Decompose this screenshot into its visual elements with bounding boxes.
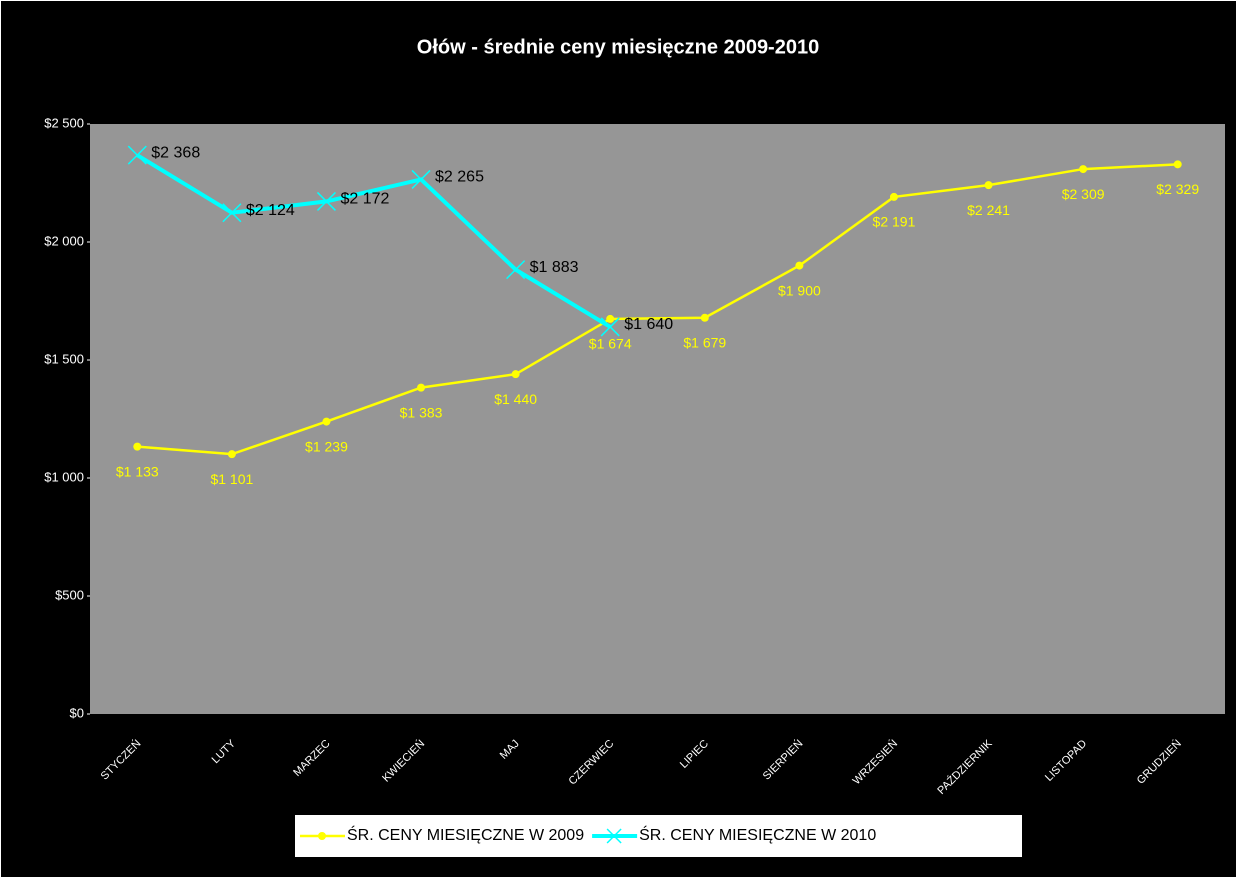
data-label: $1 383	[400, 404, 443, 420]
data-label: $2 368	[151, 144, 200, 161]
marker	[606, 314, 615, 323]
marker	[889, 192, 898, 201]
marker	[227, 450, 236, 459]
legend-label: ŚR. CENY MIESIĘCZNE W 2010	[639, 825, 876, 844]
marker	[984, 181, 993, 190]
legend-marker	[318, 832, 326, 840]
marker	[133, 442, 142, 451]
data-label: $2 172	[340, 191, 389, 208]
data-label: $1 640	[624, 316, 673, 333]
y-tick-label: $2 500	[44, 115, 84, 130]
data-label: $1 239	[305, 438, 348, 454]
data-label: $2 241	[967, 202, 1010, 218]
y-tick-label: $500	[55, 587, 84, 602]
plot-area	[90, 124, 1225, 714]
data-label: $1 101	[210, 471, 253, 487]
y-tick-label: $1 000	[44, 469, 84, 484]
data-label: $2 265	[435, 169, 484, 186]
marker	[600, 317, 620, 337]
legend	[295, 815, 1022, 857]
marker	[411, 169, 431, 189]
y-tick-label: $0	[70, 705, 84, 720]
data-label: $1 900	[778, 282, 821, 298]
marker	[506, 260, 526, 280]
series-line	[136, 153, 612, 329]
marker	[417, 383, 426, 392]
data-label: $2 329	[1156, 181, 1199, 197]
marker	[511, 370, 520, 379]
marker	[127, 145, 147, 165]
series-line	[137, 163, 1178, 456]
marker	[222, 203, 242, 223]
data-label: $2 124	[246, 202, 295, 219]
marker	[316, 191, 336, 211]
data-label: $1 133	[116, 463, 159, 479]
marker	[795, 261, 804, 270]
legend-label: ŚR. CENY MIESIĘCZNE W 2009	[347, 825, 584, 844]
data-label: $1 440	[494, 391, 537, 407]
y-tick-label: $2 000	[44, 233, 84, 248]
marker	[322, 417, 331, 426]
data-label: $2 191	[873, 214, 916, 230]
marker	[700, 313, 709, 322]
data-label: $1 679	[683, 334, 726, 350]
chart-title: Ołów - średnie ceny miesięczne 2009-2010	[417, 36, 819, 58]
data-label: $2 309	[1062, 186, 1105, 202]
data-label: $1 674	[589, 336, 632, 352]
legend-marker	[606, 828, 622, 844]
y-tick-label: $1 500	[44, 351, 84, 366]
marker	[1079, 165, 1088, 174]
data-label: $1 883	[530, 259, 579, 276]
marker	[1173, 160, 1182, 169]
